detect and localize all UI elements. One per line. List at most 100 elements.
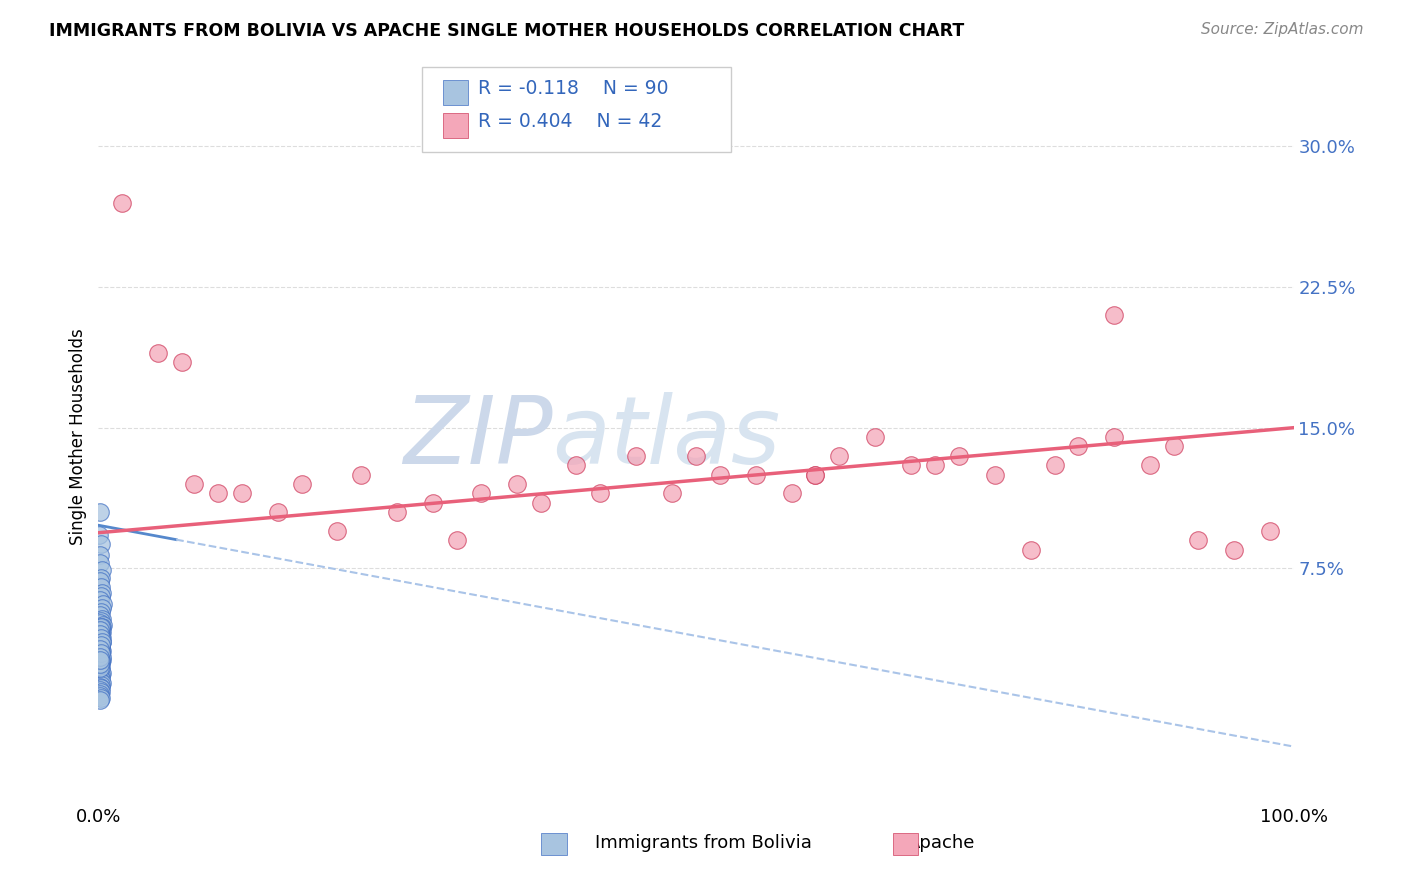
Point xyxy=(709,467,731,482)
Point xyxy=(89,634,111,648)
Point xyxy=(90,621,112,635)
Point xyxy=(326,524,349,538)
Point xyxy=(90,668,112,682)
Point xyxy=(804,467,827,482)
Point xyxy=(90,672,112,686)
Point xyxy=(89,649,111,664)
Point xyxy=(90,638,112,652)
Text: Immigrants from Bolivia: Immigrants from Bolivia xyxy=(595,834,811,852)
Point xyxy=(1223,542,1246,557)
Point xyxy=(89,632,111,647)
Point xyxy=(1104,308,1126,322)
Point xyxy=(90,580,112,594)
Point xyxy=(89,624,111,638)
Point xyxy=(626,449,648,463)
Point xyxy=(291,477,314,491)
Point xyxy=(89,648,111,662)
Point xyxy=(89,665,111,679)
Point xyxy=(804,467,827,482)
Point xyxy=(89,615,111,630)
Text: Source: ZipAtlas.com: Source: ZipAtlas.com xyxy=(1201,22,1364,37)
Point xyxy=(1187,533,1209,548)
Point xyxy=(90,690,112,705)
Point xyxy=(90,571,112,585)
Point xyxy=(91,625,114,640)
Text: IMMIGRANTS FROM BOLIVIA VS APACHE SINGLE MOTHER HOUSEHOLDS CORRELATION CHART: IMMIGRANTS FROM BOLIVIA VS APACHE SINGLE… xyxy=(49,22,965,40)
Point xyxy=(924,458,946,473)
Point xyxy=(91,612,114,626)
Point xyxy=(89,646,111,660)
Point xyxy=(91,634,114,648)
Point xyxy=(90,634,112,648)
Point xyxy=(91,644,114,658)
Point xyxy=(91,617,114,632)
Point xyxy=(89,627,111,641)
Point xyxy=(89,657,111,671)
Point xyxy=(89,646,111,660)
Point xyxy=(207,486,229,500)
Point xyxy=(89,687,111,701)
Point xyxy=(91,666,114,681)
Point xyxy=(91,563,114,577)
Point xyxy=(1139,458,1161,473)
Point xyxy=(865,430,887,444)
Point xyxy=(172,355,194,369)
Point xyxy=(1258,524,1281,538)
Point xyxy=(661,486,683,500)
Point xyxy=(565,458,588,473)
Y-axis label: Single Mother Households: Single Mother Households xyxy=(69,329,87,545)
Point xyxy=(89,629,111,643)
Point xyxy=(91,597,114,611)
Point xyxy=(745,467,768,482)
Point xyxy=(89,683,111,698)
Point xyxy=(89,627,111,641)
Point xyxy=(111,195,134,210)
Point xyxy=(90,678,112,692)
Point xyxy=(422,496,444,510)
Point xyxy=(90,681,112,696)
Point xyxy=(91,600,114,615)
Point xyxy=(89,657,111,671)
Point xyxy=(90,685,112,699)
Point xyxy=(89,680,111,694)
Point xyxy=(91,634,114,648)
Point xyxy=(89,642,111,657)
Point xyxy=(984,467,1007,482)
Point xyxy=(89,642,111,657)
Text: R = 0.404    N = 42: R = 0.404 N = 42 xyxy=(478,112,662,131)
Point xyxy=(89,527,111,541)
Point xyxy=(90,537,112,551)
Point xyxy=(91,675,114,690)
Point xyxy=(506,477,529,491)
Point xyxy=(90,653,112,667)
Point xyxy=(89,624,111,638)
Point xyxy=(1067,440,1090,454)
Point xyxy=(91,619,114,633)
Point xyxy=(1043,458,1066,473)
Point xyxy=(89,651,111,665)
Point xyxy=(446,533,468,548)
Point xyxy=(530,496,553,510)
Point xyxy=(89,627,111,641)
Point xyxy=(90,646,112,660)
Point xyxy=(90,619,112,633)
Point xyxy=(267,505,290,519)
Point xyxy=(90,605,112,619)
Point xyxy=(183,477,205,491)
Point xyxy=(89,692,111,706)
Text: Apache: Apache xyxy=(908,834,976,852)
Point xyxy=(1104,430,1126,444)
Point xyxy=(148,345,170,359)
Point xyxy=(89,673,111,688)
Point xyxy=(89,574,111,589)
Point xyxy=(90,636,112,650)
Point xyxy=(90,614,112,628)
Point xyxy=(90,624,112,638)
Point xyxy=(90,590,112,604)
Point xyxy=(89,670,111,684)
Point xyxy=(90,640,112,654)
Point xyxy=(90,638,112,652)
Point xyxy=(350,467,373,482)
Point xyxy=(90,663,112,677)
Point xyxy=(89,593,111,607)
